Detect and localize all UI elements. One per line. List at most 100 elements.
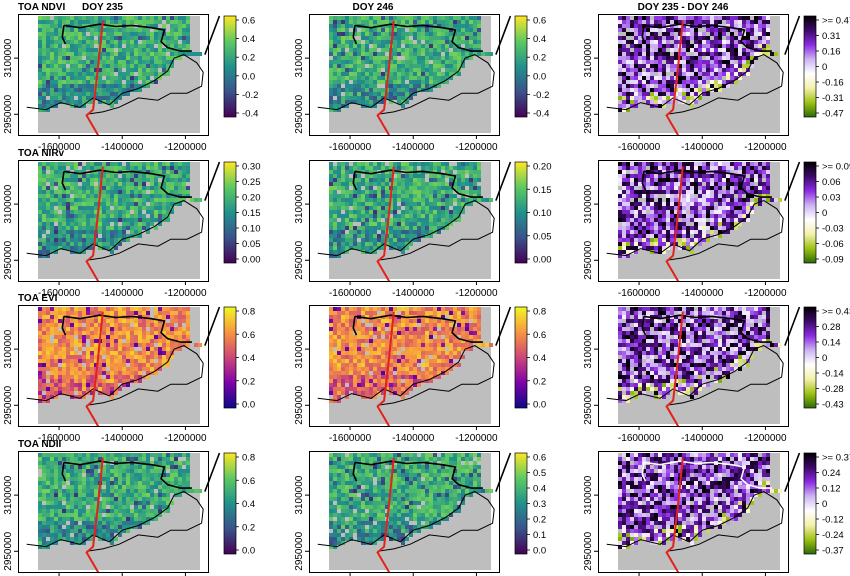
- raster-pixel: [453, 198, 457, 202]
- raster-pixel: [622, 238, 626, 242]
- raster-pixel: [166, 60, 170, 64]
- raster-pixel: [449, 64, 453, 68]
- raster-pixel: [666, 210, 670, 214]
- raster-pixel: [465, 170, 469, 174]
- raster-pixel: [618, 72, 622, 76]
- y-tick-label: 3100000: [294, 38, 305, 77]
- raster-pixel: [130, 72, 134, 76]
- raster-pixel: [401, 202, 405, 206]
- raster-pixel: [397, 214, 401, 218]
- raster-pixel: [345, 202, 349, 206]
- raster-pixel: [357, 52, 361, 56]
- raster-pixel: [734, 24, 738, 28]
- raster-pixel: [674, 218, 678, 222]
- raster-pixel: [666, 52, 670, 56]
- raster-pixel: [730, 32, 734, 36]
- raster-pixel: [702, 40, 706, 44]
- raster-pixel: [730, 206, 734, 210]
- colorbar-ramp: [803, 15, 817, 118]
- raster-pixel: [622, 210, 626, 214]
- raster-pixel: [142, 323, 146, 327]
- raster-pixel: [337, 64, 341, 68]
- raster-pixel: [618, 174, 622, 178]
- raster-pixel: [481, 52, 485, 56]
- raster-pixel: [730, 190, 734, 194]
- raster-pixel: [630, 28, 634, 32]
- raster-pixel: [698, 210, 702, 214]
- map-panel: -1600000 -1400000 -120000029500003100000>=…: [583, 160, 850, 299]
- raster-pixel: [626, 32, 630, 36]
- raster-pixel: [142, 178, 146, 182]
- raster-pixel: [718, 202, 722, 206]
- raster-pixel: [110, 307, 114, 311]
- raster-pixel: [730, 52, 734, 56]
- raster-pixel: [46, 40, 50, 44]
- raster-pixel: [626, 60, 630, 64]
- raster-pixel: [333, 32, 337, 36]
- raster-pixel: [658, 214, 662, 218]
- raster-pixel: [710, 48, 714, 52]
- raster-pixel: [42, 355, 46, 359]
- raster-pixel: [437, 72, 441, 76]
- raster-pixel: [345, 162, 349, 166]
- raster-pixel: [38, 190, 42, 194]
- raster-pixel: [158, 48, 162, 52]
- raster-pixel: [78, 315, 82, 319]
- x-tick-label: -1200000: [744, 288, 787, 299]
- raster-pixel: [38, 347, 42, 351]
- raster-pixel: [333, 190, 337, 194]
- coastline: [317, 54, 495, 115]
- raster-pixel: [341, 214, 345, 218]
- raster-pixel: [674, 56, 678, 60]
- raster-pixel: [409, 174, 413, 178]
- raster-pixel: [686, 76, 690, 80]
- raster-pixel: [110, 104, 114, 108]
- raster-pixel: [710, 20, 714, 24]
- raster-pixel: [662, 104, 666, 108]
- raster-pixel: [634, 226, 638, 230]
- raster-pixel: [734, 178, 738, 182]
- raster-pixel: [106, 347, 110, 351]
- raster-pixel: [82, 76, 86, 80]
- raster-pixel: [126, 60, 130, 64]
- raster-pixel: [110, 343, 114, 347]
- raster-pixel: [166, 178, 170, 182]
- raster-pixel: [686, 40, 690, 44]
- raster-pixel: [361, 182, 365, 186]
- raster-pixel: [401, 20, 405, 24]
- raster-pixel: [114, 36, 118, 40]
- raster-pixel: [622, 190, 626, 194]
- raster-pixel: [130, 48, 134, 52]
- colorbar-tick-label: >= 0.09: [822, 162, 850, 173]
- raster-pixel: [94, 190, 98, 194]
- raster-pixel: [106, 351, 110, 355]
- raster-pixel: [70, 202, 74, 206]
- raster-pixel: [38, 92, 42, 96]
- map-axis-box: [309, 160, 500, 282]
- raster-pixel: [622, 28, 626, 32]
- raster-pixel: [642, 222, 646, 226]
- raster-pixel: [70, 80, 74, 84]
- raster-pixel: [654, 178, 658, 182]
- raster-pixel: [405, 214, 409, 218]
- raster-pixel: [178, 339, 182, 343]
- raster-pixel: [138, 36, 142, 40]
- raster-pixel: [706, 190, 710, 194]
- raster-pixel: [618, 24, 622, 28]
- raster-pixel: [114, 351, 118, 355]
- raster-pixel: [345, 92, 349, 96]
- raster-pixel: [126, 52, 130, 56]
- raster-pixel: [333, 178, 337, 182]
- raster-pixel: [670, 166, 674, 170]
- raster-pixel: [146, 355, 150, 359]
- raster-pixel: [678, 182, 682, 186]
- raster-pixel: [70, 307, 74, 311]
- raster-pixel: [50, 68, 54, 72]
- raster-pixel: [413, 226, 417, 230]
- raster-pixel: [762, 162, 766, 166]
- colorbar-tick-label: 0.15: [242, 208, 261, 219]
- raster-pixel: [658, 88, 662, 92]
- raster-pixel: [126, 226, 130, 230]
- raster-pixel: [453, 44, 457, 48]
- raster-pixel: [58, 72, 62, 76]
